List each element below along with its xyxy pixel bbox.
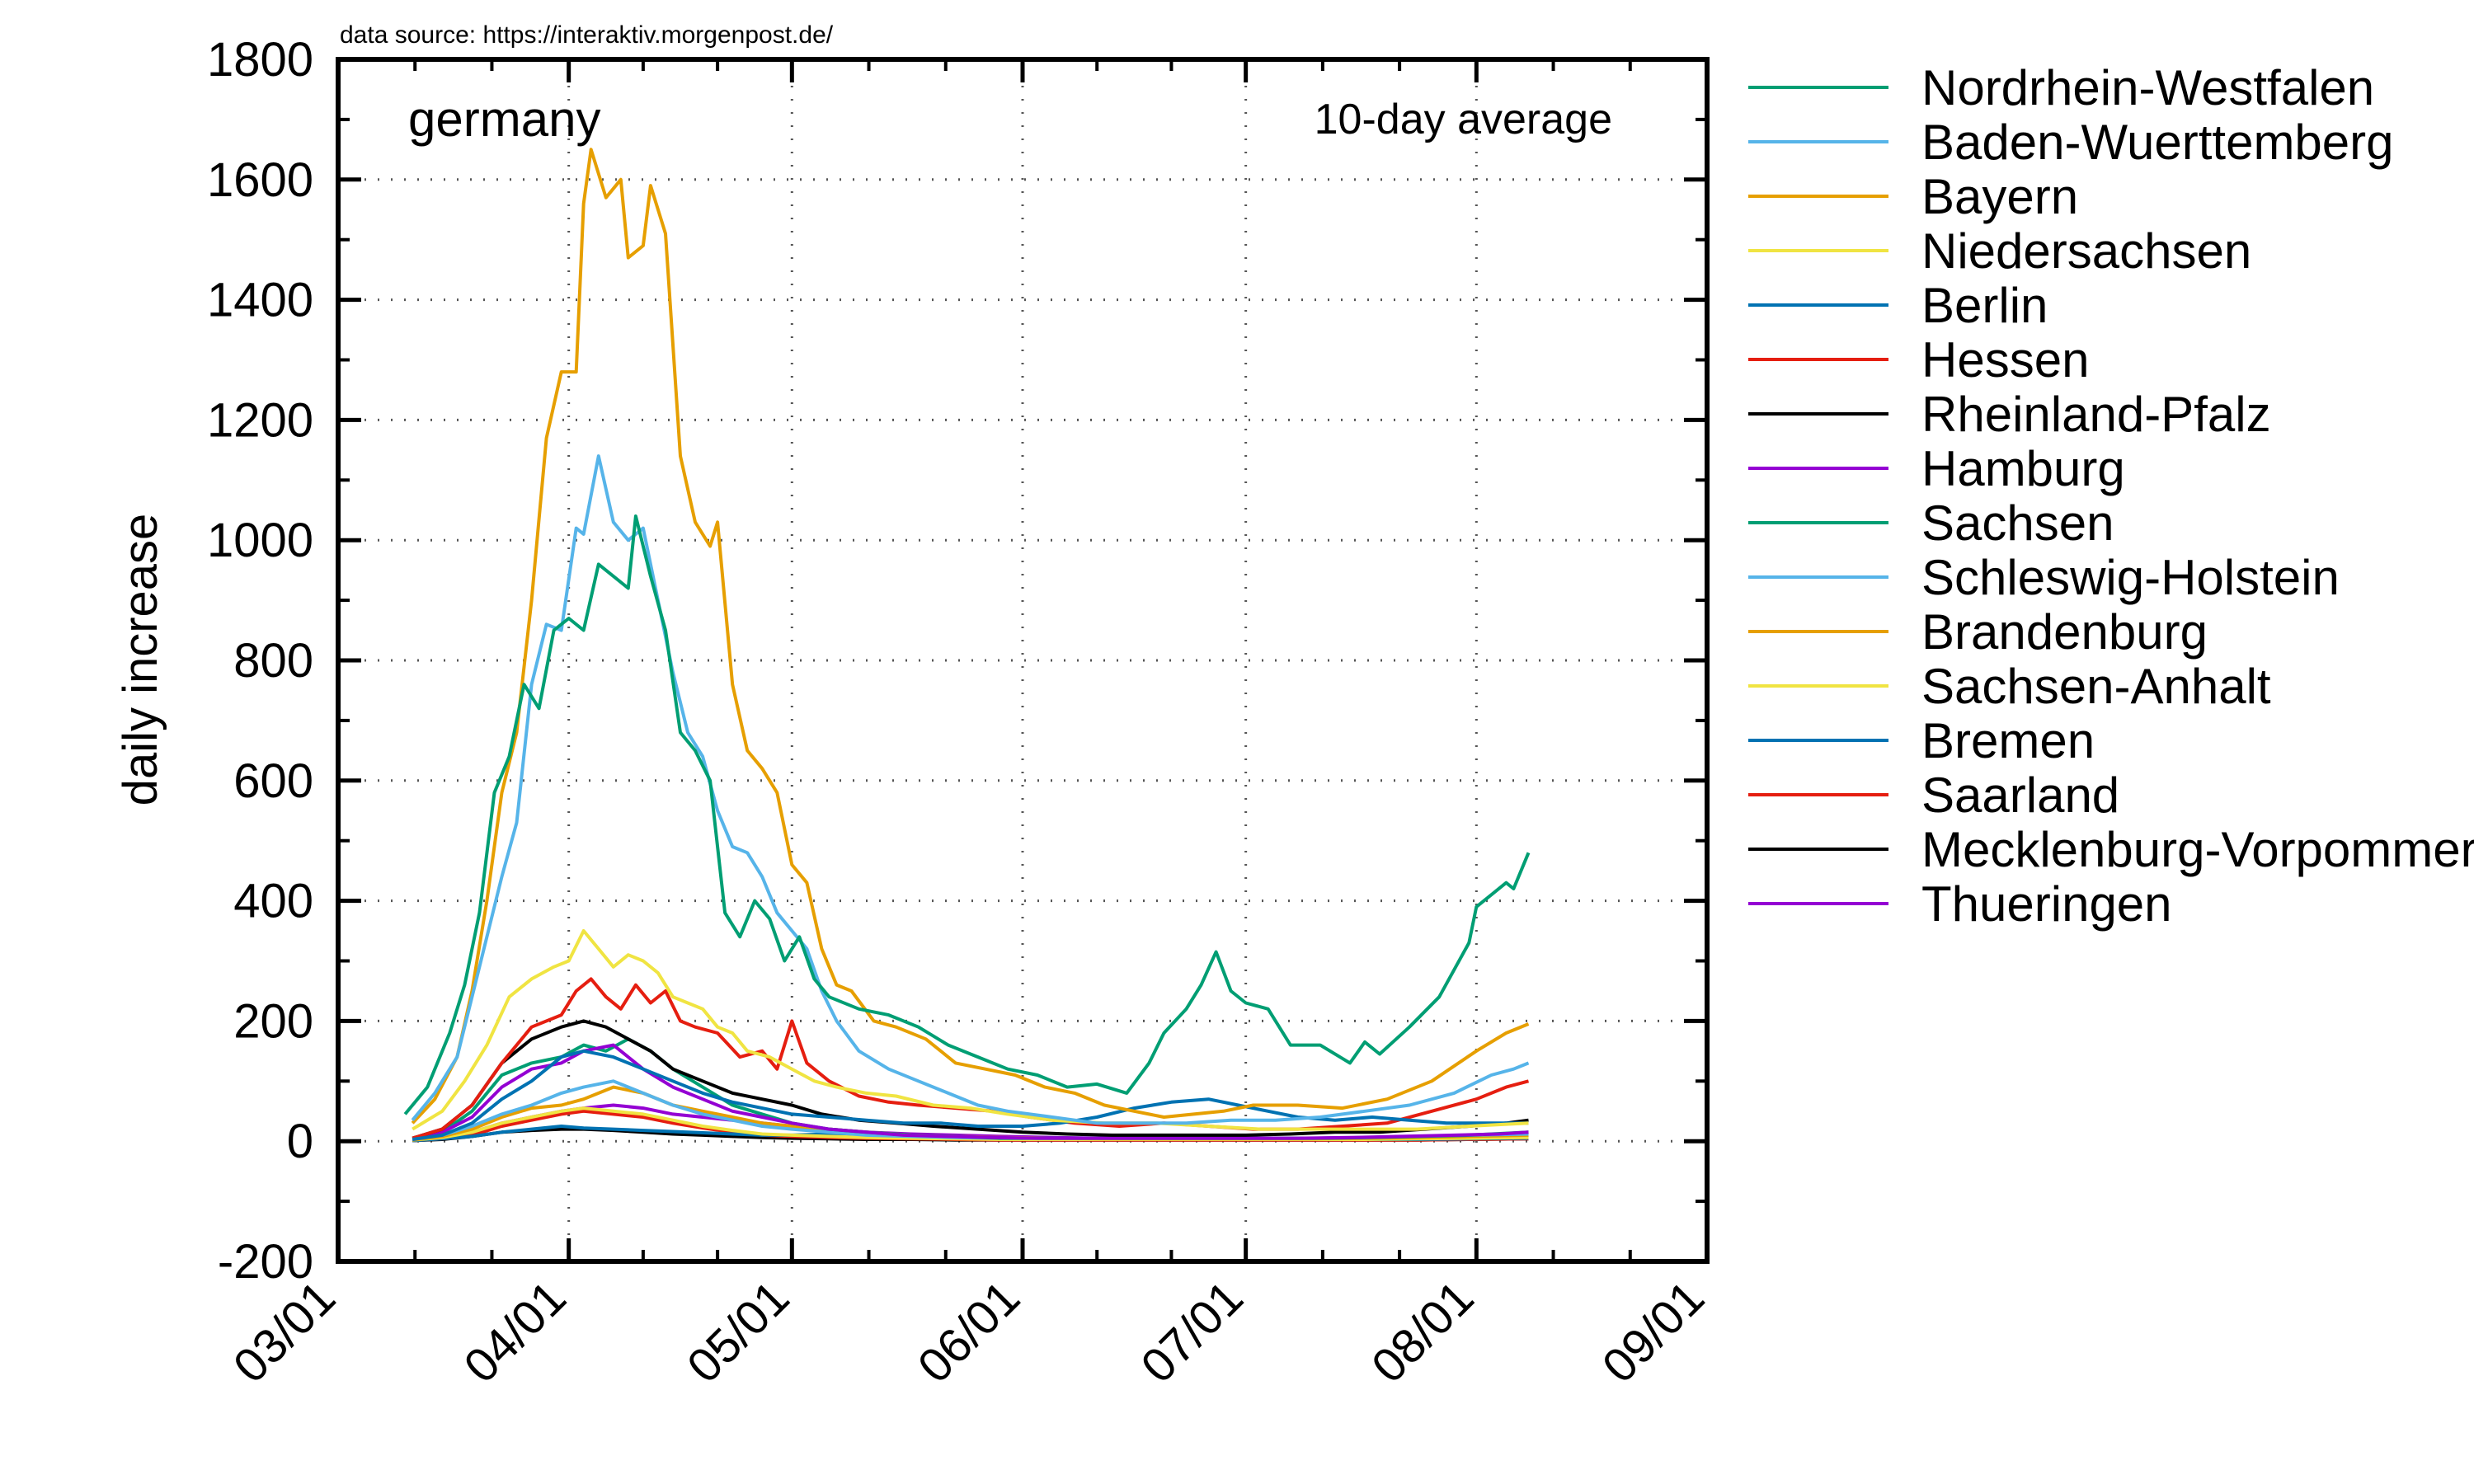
legend-label-bremen: Bremen	[1921, 713, 2095, 768]
y-tick-label: 1400	[207, 274, 313, 327]
series-line-nordrhein-westfalen	[403, 514, 1531, 1115]
series-line-niedersachsen	[412, 929, 1529, 1131]
x-tick-label: 06/01	[908, 1270, 1031, 1393]
legend-label-berlin: Berlin	[1921, 278, 2048, 333]
legend: Nordrhein-WestfalenBaden-WuerttembergBay…	[1748, 60, 2474, 932]
y-tick-label: 400	[233, 875, 313, 928]
legend-label-mecklenburg-vorpommern: Mecklenburg-Vorpommern	[1921, 822, 2474, 877]
y-tick-label: -200	[218, 1235, 313, 1289]
series-line-hessen	[412, 977, 1530, 1140]
y-tick-label: 1600	[207, 153, 313, 207]
legend-label-brandenburg: Brandenburg	[1921, 604, 2208, 660]
y-axis-title: daily increase	[114, 514, 167, 806]
axis-ticks	[336, 57, 1710, 1264]
series-line-baden-wuerttemberg	[411, 454, 1530, 1125]
legend-label-hessen: Hessen	[1921, 332, 2089, 387]
legend-label-saarland: Saarland	[1921, 768, 2119, 823]
series-line-bayern	[411, 148, 1530, 1125]
y-tick-label: 1000	[207, 514, 313, 567]
legend-label-schleswig-holstein: Schleswig-Holstein	[1921, 550, 2340, 605]
x-tick-label: 07/01	[1131, 1270, 1253, 1393]
x-tick-label: 08/01	[1362, 1270, 1484, 1393]
legend-label-niedersachsen: Niedersachsen	[1921, 223, 2251, 279]
y-tick-label: 200	[233, 994, 313, 1048]
x-tick-label: 03/01	[223, 1270, 346, 1393]
legend-label-sachsen: Sachsen	[1921, 495, 2114, 551]
legend-label-bayern: Bayern	[1921, 169, 2078, 224]
legend-label-rheinland-pfalz: Rheinland-Pfalz	[1921, 387, 2271, 442]
legend-label-thueringen: Thueringen	[1921, 876, 2172, 932]
region-label: germany	[408, 92, 600, 147]
y-tick-labels: -200 0 200 400 600 800 1000 1200 1400 1600 1800	[207, 33, 313, 1289]
y-tick-label: 800	[233, 634, 313, 688]
average-label: 10-day average	[1315, 96, 1612, 143]
y-tick-label: 1200	[207, 393, 313, 447]
legend-label-baden-wuerttemberg: Baden-Wuerttemberg	[1921, 115, 2394, 170]
x-tick-label: 05/01	[677, 1270, 800, 1393]
series-line-rheinland-pfalz	[412, 1019, 1529, 1140]
legend-label-sachsen-anhalt: Sachsen-Anhalt	[1921, 659, 2271, 714]
plot-frame	[336, 57, 1710, 1264]
y-tick-label: 1800	[207, 33, 313, 87]
x-tick-labels: 03/01 04/01 05/01 06/01 07/01 08/01 09/01	[223, 1270, 1715, 1393]
x-tick-label: 09/01	[1592, 1270, 1715, 1393]
grid	[338, 59, 1707, 1261]
y-tick-label: 600	[233, 754, 313, 808]
legend-label-hamburg: Hamburg	[1921, 441, 2125, 496]
x-tick-label: 04/01	[454, 1270, 576, 1393]
series-lines	[403, 148, 1531, 1143]
series-line-hamburg	[412, 1043, 1529, 1141]
y-tick-label: 0	[287, 1115, 313, 1168]
data-source-note: data source: https://interaktiv.morgenpo…	[340, 21, 834, 49]
legend-label-nordrhein-westfalen: Nordrhein-Westfalen	[1921, 60, 2374, 115]
